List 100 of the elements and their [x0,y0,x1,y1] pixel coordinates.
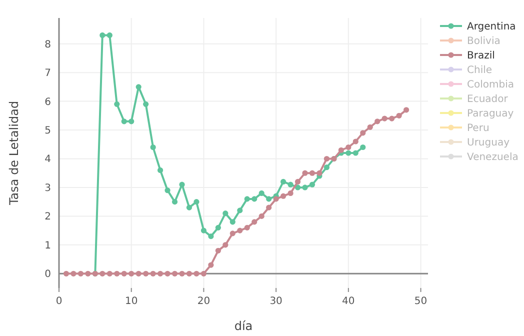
point [143,101,149,107]
legend-label: Colombia [467,80,514,90]
point [237,228,243,234]
point [208,262,214,268]
point [367,124,373,130]
point [346,144,352,150]
point [63,270,70,276]
point [396,112,402,118]
y-tick-label: 1 [44,240,51,252]
point [382,116,388,122]
point [70,270,76,276]
point [222,242,228,248]
point [280,193,286,199]
legend-label: Ecuador [467,94,509,105]
point [164,270,170,276]
point [143,270,149,276]
point [309,182,316,188]
point [360,144,366,150]
x-tick-label: 30 [270,296,282,307]
legend-label: Chile [467,65,492,76]
point [266,196,272,202]
y-tick-label: 5 [44,126,51,137]
point [374,118,380,124]
legend-label: Venezuela [467,152,518,163]
y-tick-label: 0 [44,269,51,280]
point [294,184,301,190]
point [360,130,366,136]
point [215,224,221,230]
point [200,228,207,234]
x-axis-title: día [234,319,253,333]
point [338,147,344,153]
point [403,107,410,113]
point [324,164,330,170]
point [194,270,200,276]
point [186,204,192,210]
point [222,210,228,216]
point [288,182,294,188]
y-tick-label: 8 [44,39,51,50]
point [252,219,258,225]
point [136,84,142,90]
point [346,150,352,156]
y-axis-title: Tasa de Letalidad [7,100,21,206]
point [100,270,106,276]
point [121,270,127,276]
point [302,184,308,190]
point [150,144,156,150]
point [273,196,279,202]
point [252,196,258,202]
point [288,190,294,196]
legend-label: Brazil [467,50,495,62]
point [316,170,322,176]
point [389,116,395,122]
point [302,170,308,176]
x-tick-label: 40 [342,296,355,307]
point [266,204,272,210]
point [114,101,120,107]
point [237,208,243,214]
point [100,32,106,38]
legend-label: Peru [467,123,490,134]
point [128,270,134,276]
point [85,270,91,276]
point [244,196,250,202]
point [150,270,156,276]
point [121,118,127,124]
point [179,182,185,188]
y-tick-label: 7 [44,68,51,80]
point [157,167,164,174]
point [179,270,185,276]
point [136,270,142,276]
y-tick-label: 4 [44,154,51,166]
point [157,270,164,276]
point [309,170,316,176]
point [172,199,178,205]
y-tick-label: 3 [44,182,51,194]
point [280,178,286,185]
legend-label: Bolivia [467,36,500,47]
y-tick-label: 2 [44,212,51,223]
x-tick-label: 50 [414,296,428,307]
point [352,150,358,156]
x-tick-label: 0 [56,296,62,307]
legend-label: Paraguay [467,108,514,120]
y-tick-label: 6 [44,96,51,108]
point [230,219,236,225]
point [106,32,112,38]
point [114,270,120,276]
point [186,270,192,276]
point [258,190,264,196]
point [200,270,207,276]
point [106,270,112,276]
point [128,118,134,124]
point [294,178,301,185]
x-tick-label: 20 [197,296,210,307]
point [164,188,170,194]
point [172,270,178,276]
point [208,234,214,240]
point [215,248,221,254]
point [194,199,200,205]
point [230,230,236,236]
legend-label: Argentina [467,22,516,32]
point [324,156,330,162]
